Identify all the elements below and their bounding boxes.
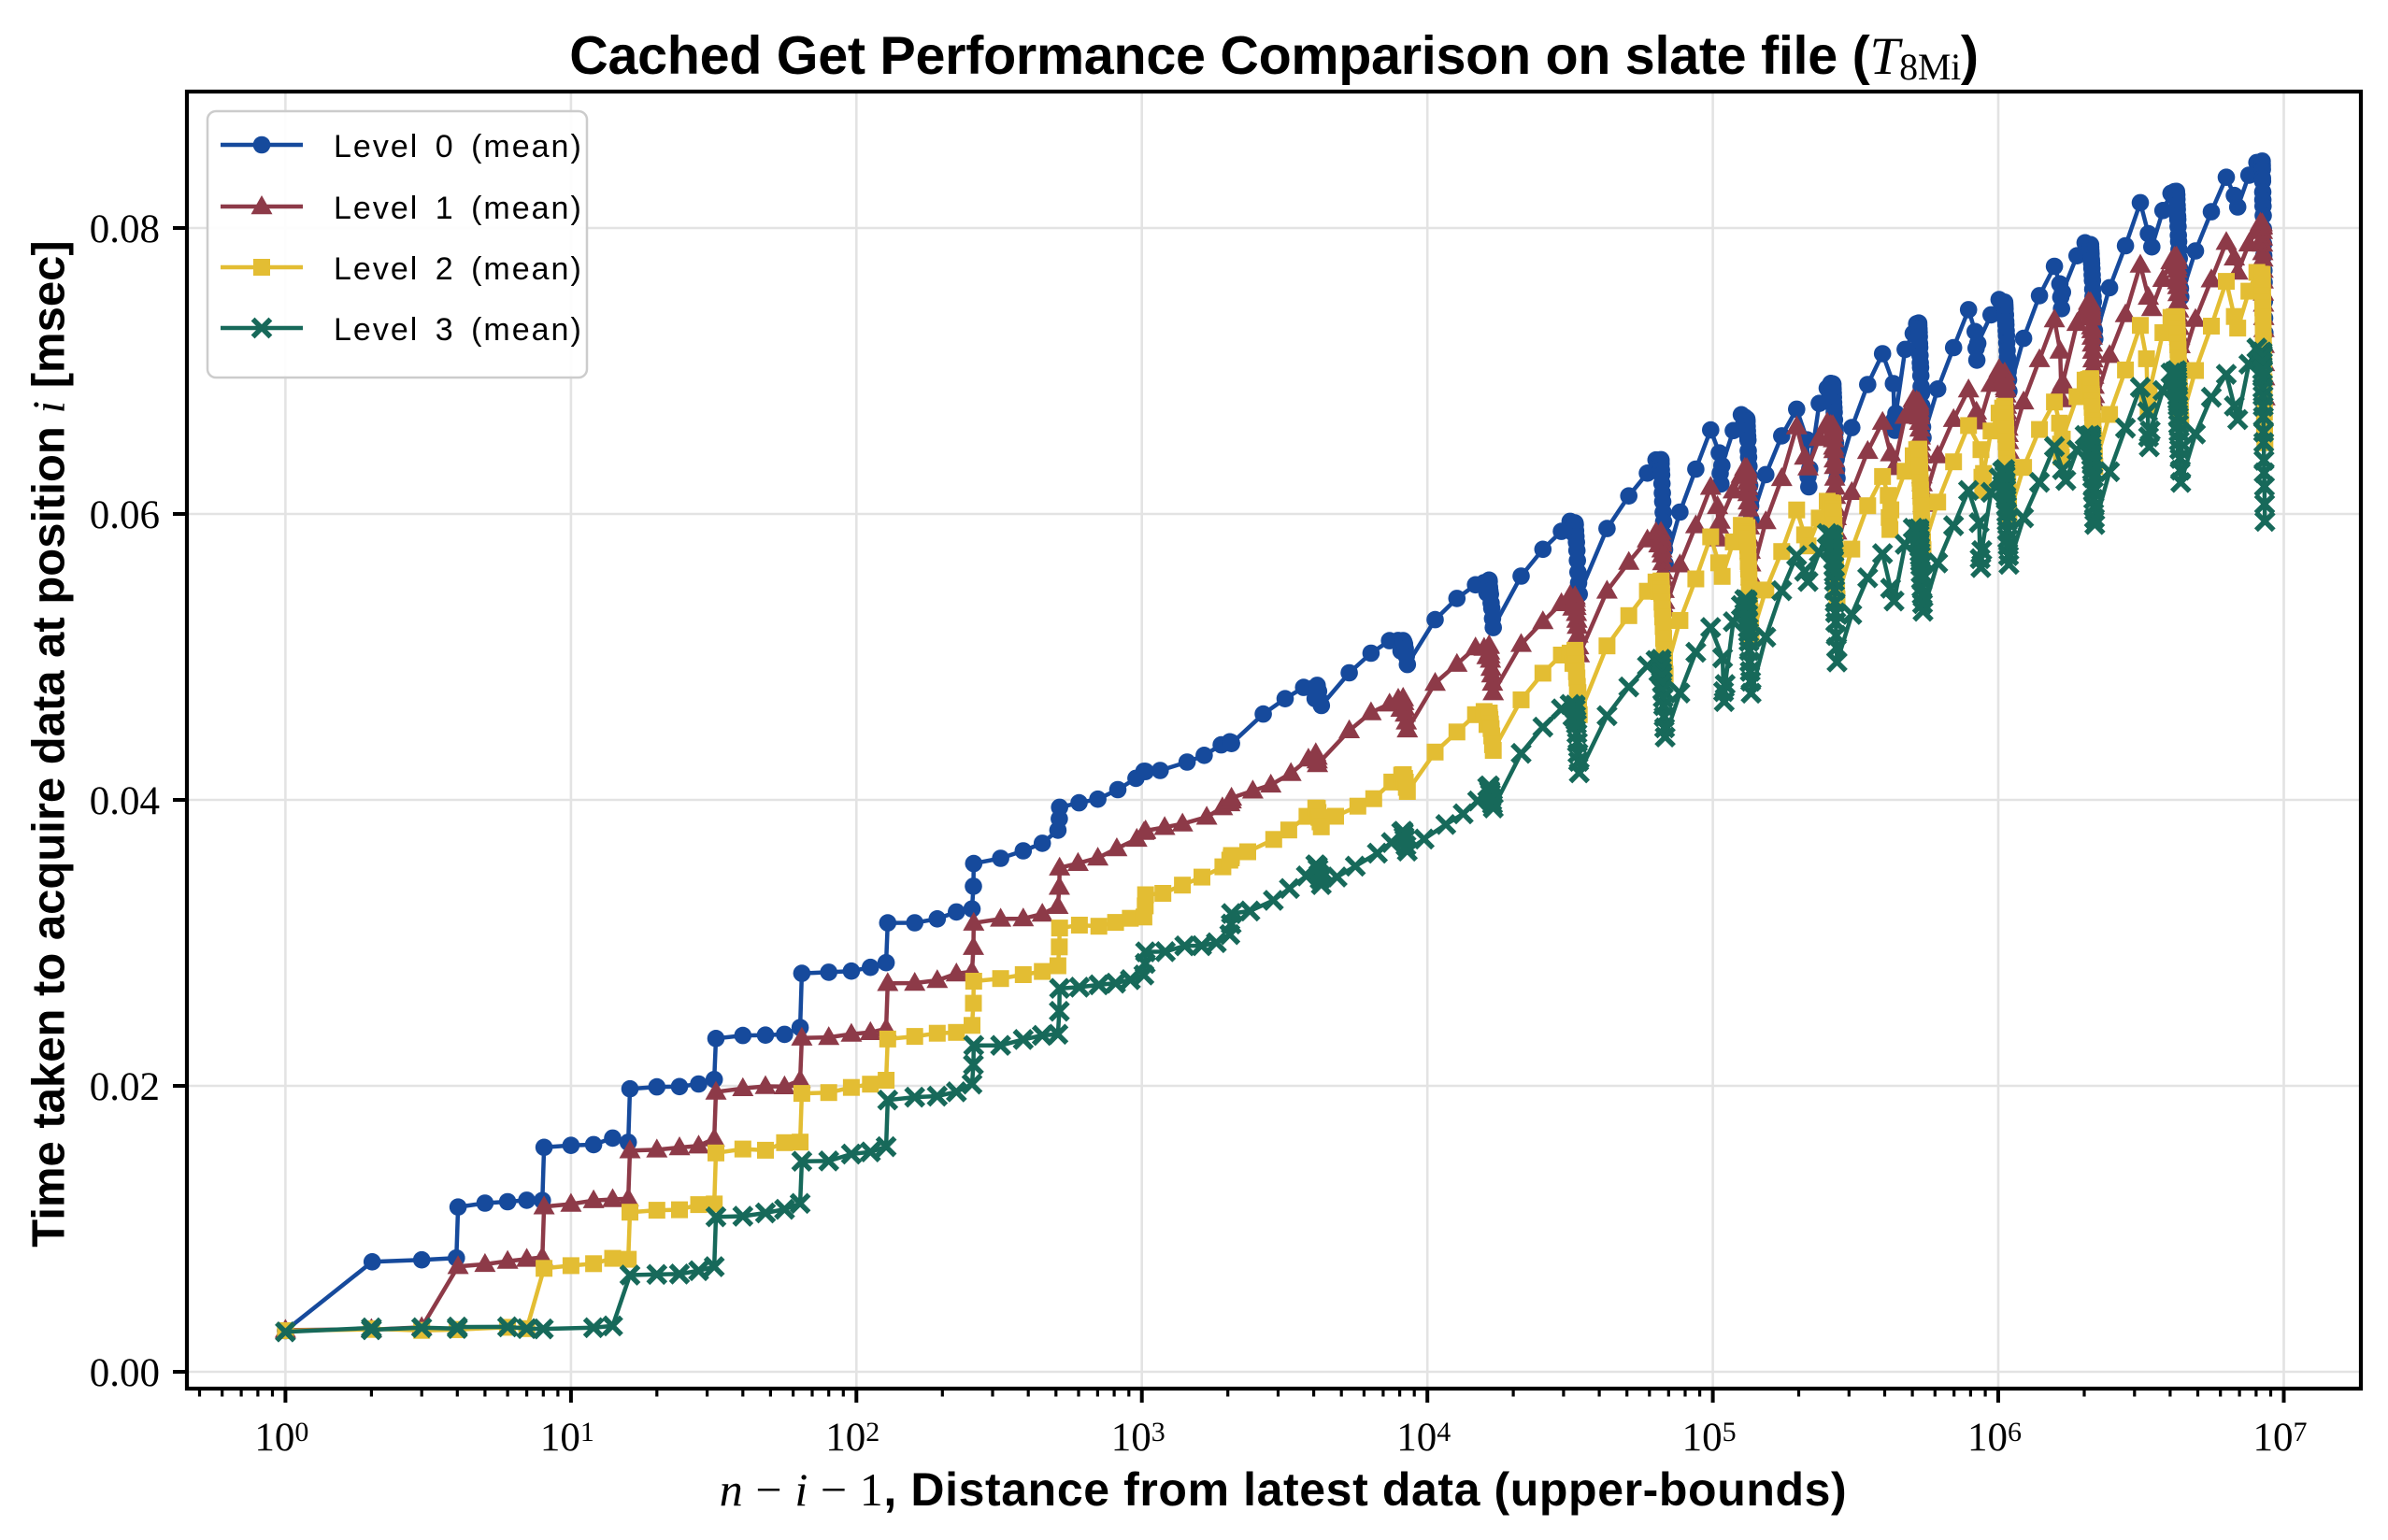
svg-text:0.02: 0.02	[90, 1065, 160, 1109]
svg-text:Level 3 (mean): Level 3 (mean)	[334, 312, 583, 348]
svg-text:Level 0 (mean): Level 0 (mean)	[334, 129, 583, 164]
svg-text:101: 101	[540, 1416, 594, 1460]
svg-text:0.00: 0.00	[90, 1351, 160, 1395]
svg-text:Level 1 (mean): Level 1 (mean)	[334, 191, 583, 226]
svg-text:106: 106	[1967, 1416, 2022, 1460]
svg-text:0.06: 0.06	[90, 493, 160, 537]
svg-text:0.04: 0.04	[90, 779, 160, 823]
svg-text:Cached Get Performance Compari: Cached Get Performance Comparison on sla…	[569, 26, 1979, 88]
svg-text:Time taken to acquire data at: Time taken to acquire data at position i…	[23, 240, 75, 1247]
svg-text:n − i − 1, Distance from lates: n − i − 1, Distance from latest data (up…	[720, 1463, 1848, 1516]
svg-text:0.08: 0.08	[90, 207, 160, 251]
svg-text:Level 2 (mean): Level 2 (mean)	[334, 251, 583, 287]
